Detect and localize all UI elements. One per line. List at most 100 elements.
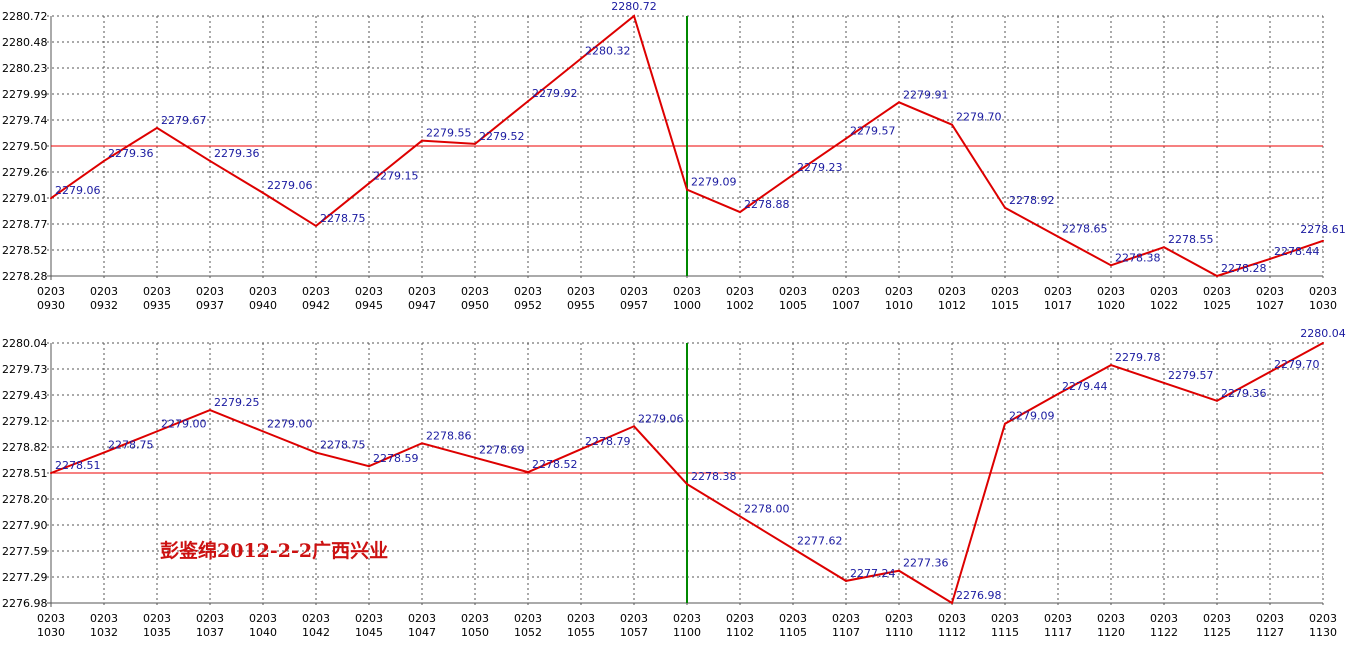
data-label: 2279.70 [1274,358,1320,371]
x-tick-date: 0203 [249,285,277,298]
x-tick-time: 1112 [938,626,966,639]
x-tick-date: 0203 [302,285,330,298]
y-tick-label: 2279.99 [2,88,48,101]
data-label: 2279.06 [638,412,684,425]
x-tick-date: 0203 [832,612,860,625]
y-tick-label: 2278.51 [2,467,48,480]
data-label: 2278.44 [1274,245,1320,258]
x-tick-time: 1100 [673,626,701,639]
data-point [1322,342,1324,344]
data-point [209,409,211,412]
data-point [580,448,582,451]
data-label: 2278.38 [1115,251,1161,264]
data-label: 2277.36 [903,557,949,570]
x-tick-time: 1055 [567,626,595,639]
data-label: 2279.06 [267,179,313,192]
data-label: 2277.62 [797,535,843,548]
data-point [951,602,953,604]
x-tick-time: 0957 [620,299,648,312]
x-tick-date: 0203 [567,285,595,298]
data-label: 2278.00 [744,502,790,515]
x-tick-time: 0955 [567,299,595,312]
x-tick-time: 1010 [885,299,913,312]
x-tick-date: 0203 [143,285,171,298]
data-label: 2279.52 [479,130,525,143]
data-label: 2279.00 [161,417,207,430]
data-point [421,442,423,445]
data-point [898,569,900,572]
data-label: 2279.44 [1062,380,1108,393]
x-tick-date: 0203 [408,612,436,625]
x-tick-date: 0203 [355,612,383,625]
data-point [368,465,370,468]
x-tick-time: 1027 [1256,299,1284,312]
data-label: 2279.57 [1168,369,1214,382]
x-tick-time: 1030 [1309,299,1337,312]
x-tick-date: 0203 [302,612,330,625]
data-point [474,142,476,145]
x-tick-date: 0203 [249,612,277,625]
x-tick-date: 0203 [620,612,648,625]
y-tick-label: 2280.48 [2,36,48,49]
x-tick-date: 0203 [1150,612,1178,625]
x-tick-time: 1120 [1097,626,1125,639]
data-label: 2279.67 [161,114,207,127]
data-label: 2278.79 [585,435,631,448]
data-label: 2278.52 [532,458,578,471]
data-point [315,451,317,454]
x-tick-time: 0940 [249,299,277,312]
data-point [103,451,105,454]
x-tick-time: 0942 [302,299,330,312]
x-tick-time: 1042 [302,626,330,639]
data-point [315,224,317,227]
x-tick-time: 1022 [1150,299,1178,312]
data-label: 2278.92 [1009,194,1055,207]
x-tick-time: 1035 [143,626,171,639]
data-point [686,188,688,191]
data-label: 2277.24 [850,567,896,580]
data-label: 2279.00 [267,417,313,430]
data-point [898,101,900,104]
x-tick-date: 0203 [1309,612,1337,625]
data-label: 2278.65 [1062,223,1108,236]
data-point [633,15,635,17]
data-point [103,159,105,162]
x-tick-time: 1002 [726,299,754,312]
x-tick-time: 0937 [196,299,224,312]
data-label: 2279.36 [108,147,154,160]
x-tick-date: 0203 [408,285,436,298]
data-point [951,123,953,126]
x-tick-time: 1102 [726,626,754,639]
x-tick-time: 1007 [832,299,860,312]
data-label: 2278.38 [691,470,737,483]
data-point [686,483,688,486]
data-point [1057,392,1059,395]
x-tick-time: 0930 [37,299,65,312]
y-tick-label: 2279.26 [2,166,48,179]
x-tick-date: 0203 [37,612,65,625]
x-tick-date: 0203 [90,612,118,625]
x-tick-date: 0203 [673,285,701,298]
x-tick-date: 0203 [90,285,118,298]
data-label: 2279.70 [956,111,1002,124]
data-point [474,456,476,459]
data-point [739,515,741,518]
data-point [262,191,264,194]
y-tick-label: 2279.74 [2,114,48,127]
data-label: 2278.86 [426,429,472,442]
x-tick-time: 1122 [1150,626,1178,639]
data-point [1269,257,1271,260]
data-point [1322,239,1324,242]
data-point [527,471,529,474]
x-tick-time: 0935 [143,299,171,312]
x-tick-date: 0203 [1044,285,1072,298]
data-label: 2280.32 [585,45,631,58]
x-tick-date: 0203 [779,612,807,625]
x-tick-date: 0203 [1044,612,1072,625]
x-tick-date: 0203 [567,612,595,625]
data-label: 2279.36 [1221,387,1267,400]
data-label: 2279.06 [55,184,101,197]
data-point [1110,264,1112,267]
y-tick-label: 2280.04 [2,337,48,350]
data-point [1057,235,1059,238]
